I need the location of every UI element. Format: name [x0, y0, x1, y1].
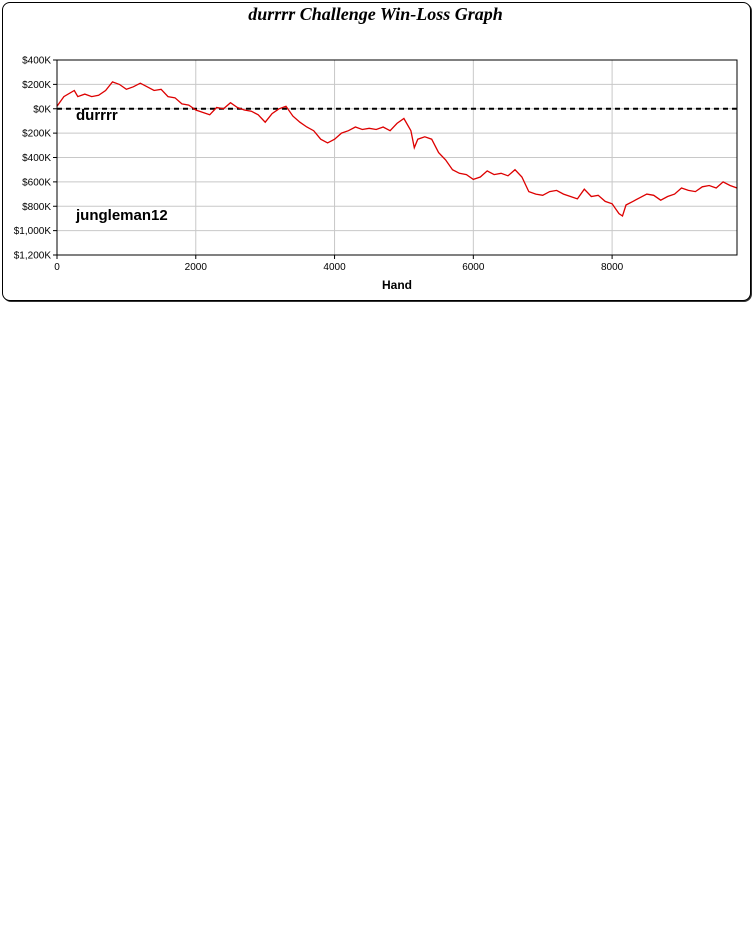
y-axis-ticks: $400K $200K $0K $200K $400K $600K $800K $1,000K… [14, 56, 57, 262]
x-tick-label: 4000 [323, 262, 346, 273]
x-tick-label: 2000 [185, 262, 208, 273]
win-loss-chart: $400K $200K $0K $200K $400K $600K $800K $1,000K… [14, 56, 738, 292]
x-tick-label: 6000 [462, 262, 485, 273]
y-tick-label: $400K [22, 153, 51, 164]
x-tick-label: 8000 [601, 262, 624, 273]
y-tick-label: $400K [22, 56, 51, 67]
y-tick-label: $200K [22, 80, 51, 91]
x-axis-ticks: 0 2000 4000 6000 8000 [54, 255, 624, 273]
y-tick-label: $800K [22, 202, 51, 213]
win-loss-line [56, 81, 738, 218]
chart-title: durrrr Challenge Win-Loss Graph [248, 4, 503, 24]
plot-border [56, 59, 738, 256]
y-tick-label: $1,200K [14, 251, 52, 262]
bottom-player-label: jungleman12 [75, 207, 168, 224]
x-tick-label: 0 [54, 262, 60, 273]
y-tick-label: $600K [22, 177, 51, 188]
x-axis-title: Hand [382, 278, 412, 292]
y-tick-label: $1,000K [14, 226, 52, 237]
y-tick-label: $0K [33, 104, 51, 115]
top-player-label: durrrr [76, 107, 118, 124]
y-tick-label: $200K [22, 129, 51, 140]
